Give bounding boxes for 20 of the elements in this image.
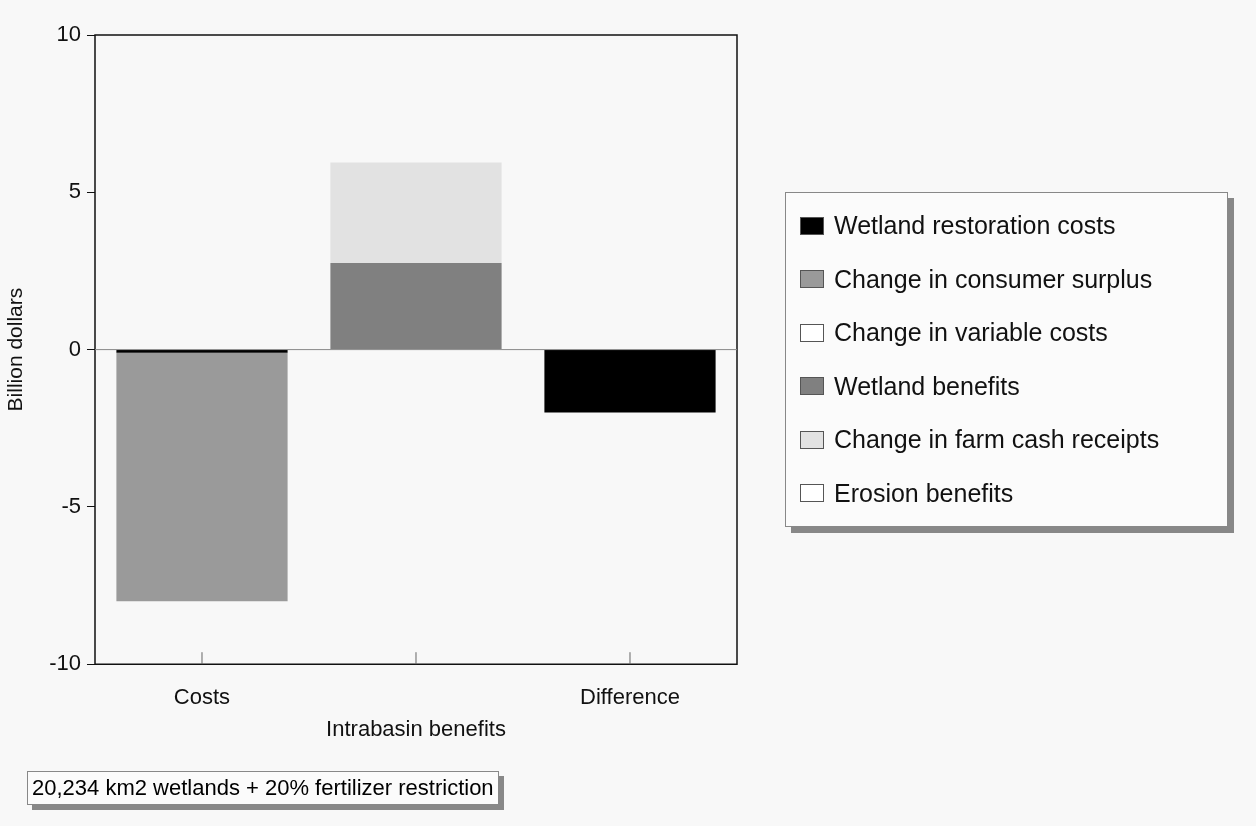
legend-label: Wetland benefits (834, 371, 1020, 401)
y-axis-title: Billion dollars (3, 287, 27, 412)
legend-label: Change in farm cash receipts (834, 425, 1160, 455)
bar (544, 350, 716, 413)
legend-label: Change in consumer surplus (834, 264, 1153, 294)
text: 20,234 km2 wetlands + 20% fertilizer restriction (27, 771, 499, 805)
y-tick-label: 10 (56, 21, 81, 47)
y-tick-label: -5 (61, 492, 81, 518)
y-tick-label: -10 (49, 650, 81, 676)
x-tick-label: Intrabasin benefits (326, 716, 506, 742)
bar (116, 352, 288, 602)
y-tick-label: 0 (68, 335, 81, 361)
legend-label: Change in variable costs (834, 318, 1108, 348)
legend-label: Wetland restoration costs (834, 211, 1116, 241)
bar (116, 350, 288, 353)
y-tick-label: 5 (68, 178, 81, 204)
bar (330, 162, 502, 264)
legend-label: Erosion benefits (834, 478, 1014, 508)
x-tick-label: Costs (173, 684, 231, 710)
x-tick-label: Difference (580, 684, 680, 710)
